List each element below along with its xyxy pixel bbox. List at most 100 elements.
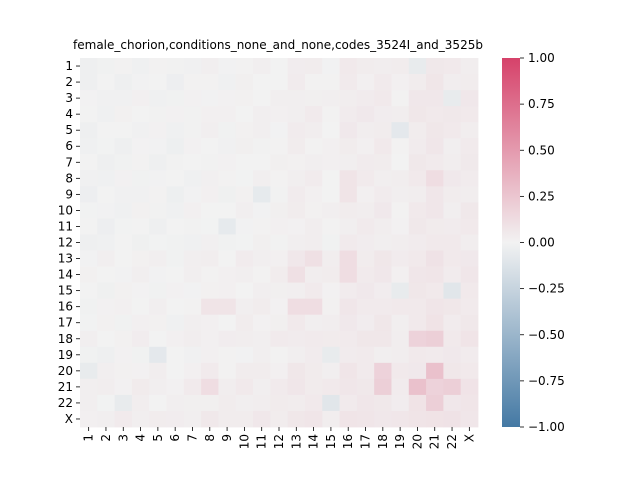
heatmap-cell xyxy=(218,282,237,300)
heatmap-cell xyxy=(253,154,271,171)
heatmap-cell xyxy=(322,186,340,203)
heatmap-cell xyxy=(201,250,219,267)
heatmap-cell xyxy=(270,170,289,187)
heatmap-cell xyxy=(356,378,375,396)
heatmap-cell xyxy=(339,362,358,380)
heatmap-cell xyxy=(356,362,375,380)
heatmap-cell xyxy=(183,282,202,300)
heatmap-cell xyxy=(218,154,237,171)
heatmap-cell xyxy=(253,202,271,219)
heatmap-cell xyxy=(201,74,219,91)
heatmap-cell xyxy=(97,362,115,380)
heatmap-cell xyxy=(114,250,133,267)
heatmap-cell xyxy=(339,218,358,235)
heatmap-cell xyxy=(426,282,444,300)
heatmap-cell xyxy=(374,346,392,364)
heatmap-cell xyxy=(235,282,254,300)
heatmap-cell xyxy=(356,122,375,139)
heatmap-cell xyxy=(97,122,115,139)
heatmap-cell xyxy=(287,74,306,91)
heatmap-cell xyxy=(270,362,289,380)
heatmap-cell xyxy=(183,250,202,267)
heatmap-cell xyxy=(356,170,375,187)
heatmap-cell xyxy=(166,330,185,348)
heatmap-cell xyxy=(356,410,375,428)
heatmap-cell xyxy=(149,394,167,412)
heatmap-cell xyxy=(391,58,410,75)
heatmap-cell xyxy=(183,170,202,187)
y-tick-label: 19 xyxy=(58,348,73,362)
heatmap-cell xyxy=(218,106,237,123)
heatmap-cell xyxy=(149,250,167,267)
y-tick-label: 10 xyxy=(58,203,73,217)
heatmap-cell xyxy=(287,154,306,171)
heatmap-cell xyxy=(166,234,185,251)
heatmap-cell xyxy=(253,186,271,203)
heatmap-cell xyxy=(80,58,98,75)
heatmap-cells xyxy=(80,58,479,428)
heatmap-cell xyxy=(253,346,271,364)
heatmap-cell xyxy=(287,218,306,235)
heatmap-cell xyxy=(201,154,219,171)
heatmap-cell xyxy=(80,410,98,428)
heatmap-cell xyxy=(131,138,150,155)
heatmap-cell xyxy=(235,138,254,155)
heatmap-cell xyxy=(391,186,410,203)
heatmap-cell xyxy=(391,298,410,316)
x-tick-label: 2 xyxy=(99,434,113,442)
heatmap-cell xyxy=(253,266,271,284)
heatmap-cell xyxy=(391,394,410,412)
heatmap-cell xyxy=(114,218,133,235)
heatmap-cell xyxy=(270,234,289,251)
heatmap-cell xyxy=(287,378,306,396)
heatmap-cell xyxy=(166,282,185,300)
colorbar-gradient xyxy=(502,58,520,427)
x-tick-label: 22 xyxy=(445,434,459,449)
heatmap-cell xyxy=(304,378,323,396)
heatmap-cell xyxy=(253,378,271,396)
heatmap-cell xyxy=(304,90,323,107)
heatmap-cell xyxy=(80,378,98,396)
heatmap-cell xyxy=(97,138,115,155)
heatmap-cell xyxy=(339,266,358,284)
heatmap-cell xyxy=(253,362,271,380)
heatmap-cell xyxy=(166,298,185,316)
heatmap-cell xyxy=(374,202,392,219)
heatmap-cell xyxy=(80,154,98,171)
heatmap-cell xyxy=(374,378,392,396)
heatmap-cell xyxy=(114,378,133,396)
heatmap-cell xyxy=(339,58,358,75)
heatmap-cell xyxy=(443,298,462,316)
heatmap-cell xyxy=(183,410,202,428)
heatmap-cell xyxy=(114,90,133,107)
heatmap-cell xyxy=(80,266,98,284)
heatmap-cell xyxy=(235,394,254,412)
heatmap-cell xyxy=(322,378,340,396)
y-tick-label: 7 xyxy=(65,155,73,169)
heatmap-cell xyxy=(218,362,237,380)
heatmap-cell xyxy=(426,90,444,107)
heatmap-cell xyxy=(149,58,167,75)
heatmap-cell xyxy=(235,266,254,284)
heatmap-cell xyxy=(460,362,479,380)
heatmap-cell xyxy=(253,314,271,332)
heatmap-cell xyxy=(218,410,237,428)
heatmap-cell xyxy=(322,346,340,364)
heatmap-cell xyxy=(304,202,323,219)
heatmap-cell xyxy=(287,394,306,412)
heatmap-cell xyxy=(131,394,150,412)
heatmap-cell xyxy=(356,266,375,284)
heatmap-cell xyxy=(218,122,237,139)
heatmap-cell xyxy=(80,282,98,300)
heatmap-cell xyxy=(131,90,150,107)
heatmap-cell xyxy=(131,202,150,219)
heatmap-cell xyxy=(443,410,462,428)
x-tick-label: 21 xyxy=(428,434,442,449)
heatmap-cell xyxy=(97,74,115,91)
heatmap-cell xyxy=(149,378,167,396)
x-tick-label: 13 xyxy=(289,434,303,449)
heatmap-cell xyxy=(391,330,410,348)
heatmap-cell xyxy=(356,202,375,219)
heatmap-cell xyxy=(304,314,323,332)
heatmap-cell xyxy=(131,282,150,300)
